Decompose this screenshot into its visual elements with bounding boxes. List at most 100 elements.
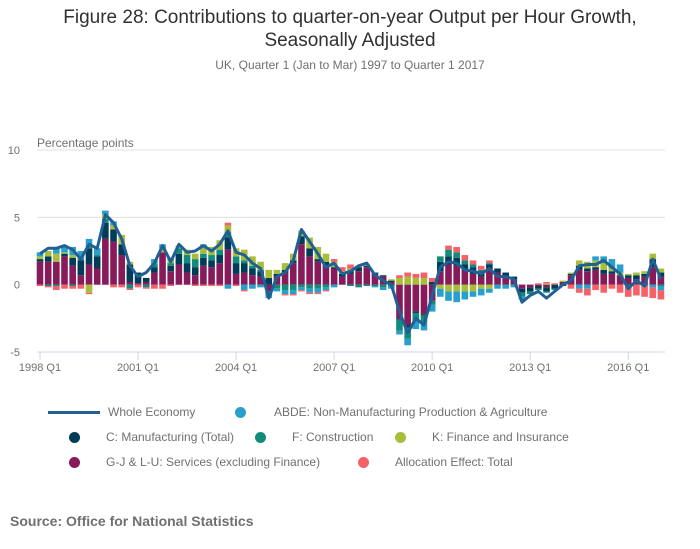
- legend-item-finance[interactable]: K: Finance and Insurance: [395, 430, 569, 444]
- bar-segment: [183, 263, 191, 273]
- bar-segment: [461, 260, 469, 265]
- bar-segment: [461, 269, 469, 285]
- y-tick-label: 0: [14, 280, 20, 292]
- bar-segment: [363, 265, 371, 268]
- bar-segment: [134, 284, 142, 288]
- bar-segment: [584, 271, 591, 285]
- bar-segment: [543, 291, 550, 293]
- bar-segment: [200, 246, 207, 254]
- bar-segment: [306, 288, 313, 293]
- bar-segment: [396, 319, 403, 331]
- bar-segment: [208, 267, 215, 285]
- bar-segment: [420, 284, 428, 315]
- legend-dot-icon: [255, 431, 266, 443]
- bar-segment: [396, 284, 403, 319]
- legend-item-allocation[interactable]: Allocation Effect: Total: [358, 455, 513, 469]
- x-tick-label: 2013 Q1: [509, 362, 551, 374]
- bar-segment: [306, 284, 313, 289]
- bar-segment: [379, 287, 387, 291]
- bar-segment: [502, 276, 509, 285]
- x-tick-label: 2010 Q1: [411, 362, 453, 374]
- bar-segment: [167, 284, 175, 287]
- bar-segment: [232, 256, 240, 264]
- bars: [36, 210, 665, 346]
- legend-item-whole-economy[interactable]: Whole Economy: [48, 405, 195, 419]
- legend-item-abde[interactable]: ABDE: Non-Manufacturing Production & Agr…: [235, 405, 547, 419]
- bar-segment: [363, 267, 371, 285]
- bar-segment: [183, 272, 191, 285]
- y-tick-label: 5: [14, 212, 20, 224]
- bar-segment: [216, 263, 224, 285]
- bar-segment: [616, 264, 624, 273]
- bar-segment: [61, 252, 68, 254]
- bar-segment: [461, 284, 469, 292]
- bar-segment: [240, 284, 248, 291]
- bar-segment: [461, 264, 469, 270]
- bar-segment: [306, 292, 313, 295]
- bar-segment: [281, 290, 289, 295]
- bar-segment: [44, 251, 52, 257]
- bar-segment: [428, 281, 436, 285]
- bar-segment: [249, 265, 256, 269]
- bar-segment: [486, 260, 493, 264]
- bar-segment: [657, 268, 665, 273]
- bar-segment: [77, 251, 85, 260]
- bar-segment: [657, 272, 665, 277]
- bar-segment: [633, 272, 640, 276]
- bar-segment: [453, 265, 460, 285]
- x-axis: 1998 Q1 2001 Q1 2004 Q1 2007 Q1 2010 Q1 2013 …: [19, 351, 665, 374]
- y-axis-title: Percentage points: [37, 136, 134, 150]
- bar-segment: [477, 269, 485, 272]
- bar-segment: [412, 311, 420, 313]
- x-tick-label: 2004 Q1: [215, 362, 257, 374]
- bar-segment: [428, 300, 436, 305]
- bar-segment: [36, 259, 44, 262]
- bar-segment: [216, 249, 224, 256]
- bar-segment: [151, 284, 158, 289]
- bar-segment: [298, 287, 305, 291]
- bar-segment: [404, 338, 411, 346]
- bar-segment: [298, 244, 305, 285]
- legend-label: C: Manufacturing (Total): [106, 430, 235, 444]
- bar-segment: [404, 325, 411, 328]
- bar-segment: [477, 276, 485, 285]
- bar-segment: [469, 284, 477, 292]
- bar-segment: [551, 283, 559, 285]
- legend-line-icon: [48, 410, 100, 414]
- bar-segment: [69, 286, 76, 289]
- bar-segment: [322, 253, 330, 262]
- bar-segment: [330, 284, 338, 288]
- legend-item-construction[interactable]: F: Construction: [255, 430, 373, 444]
- bar-segment: [159, 284, 166, 289]
- bar-segment: [85, 264, 93, 285]
- bar-segment: [314, 284, 322, 289]
- bar-segment: [61, 246, 68, 253]
- bar-segment: [543, 281, 550, 284]
- bar-segment: [93, 268, 101, 285]
- bar-segment: [36, 284, 44, 287]
- bar-segment: [224, 225, 232, 233]
- bar-segment: [281, 272, 289, 285]
- legend-label: G-J & L-U: Services (excluding Finance): [106, 455, 321, 469]
- bar-segment: [608, 268, 616, 272]
- x-tick-label: 2001 Q1: [117, 362, 159, 374]
- whole-economy-line: [39, 213, 663, 335]
- bar-segment: [396, 275, 403, 278]
- legend-item-manufacturing[interactable]: C: Manufacturing (Total): [69, 430, 234, 444]
- bar-segment: [322, 290, 330, 292]
- bar-segment: [36, 256, 44, 260]
- legend-item-services[interactable]: G-J & L-U: Services (excluding Finance): [69, 455, 320, 469]
- bar-segment: [518, 288, 526, 293]
- bar-segment: [110, 241, 117, 285]
- bar-segment: [53, 261, 60, 285]
- bar-segment: [298, 236, 305, 245]
- bar-segment: [265, 269, 273, 278]
- bar-segment: [191, 259, 199, 268]
- legend-label: F: Construction: [292, 430, 374, 444]
- bar-segment: [608, 271, 616, 274]
- bar-segment: [412, 321, 420, 330]
- bar-segment: [224, 222, 232, 226]
- bar-segment: [363, 284, 371, 287]
- bar-segment: [592, 267, 599, 270]
- bar-segment: [232, 284, 240, 287]
